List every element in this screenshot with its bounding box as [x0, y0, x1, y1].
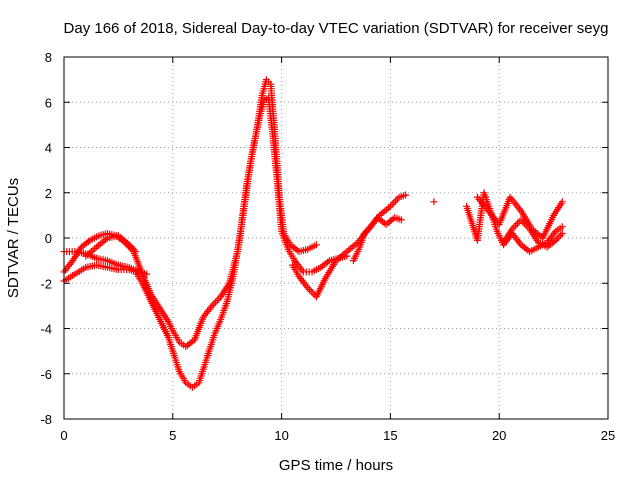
data-point	[430, 198, 438, 206]
y-tick-label: -8	[40, 412, 52, 427]
data-point	[127, 242, 135, 250]
data-point	[390, 199, 398, 207]
data-point	[130, 246, 138, 254]
data-point	[362, 228, 370, 236]
x-tick-label: 15	[383, 428, 397, 443]
data-point	[558, 223, 566, 231]
grid-lines	[64, 57, 608, 419]
data-point	[558, 229, 566, 237]
data-point	[512, 221, 520, 229]
y-tick-label: -6	[40, 367, 52, 382]
data-point	[210, 300, 218, 308]
data-point	[132, 248, 140, 256]
axis-ticks	[63, 56, 609, 420]
chart-title: Day 166 of 2018, Sidereal Day-to-day VTE…	[64, 20, 609, 37]
y-tick-label: 2	[45, 186, 52, 201]
data-point	[557, 231, 565, 239]
y-tick-label: -2	[40, 276, 52, 291]
tick-labels: 0 5 10 15 20 25 -8 -6 -4 -2 0 2 4 6 8	[40, 50, 615, 443]
data-point	[513, 220, 521, 228]
y-axis-title: SDTVAR / TECUs	[5, 178, 22, 298]
data-point	[211, 298, 219, 306]
data-point	[129, 244, 137, 252]
x-tick-label: 0	[60, 428, 67, 443]
data-point	[402, 191, 410, 199]
y-tick-label: 8	[45, 50, 52, 65]
data-point	[125, 241, 133, 249]
x-tick-label: 5	[169, 428, 176, 443]
data-point	[307, 287, 315, 295]
data-point	[305, 286, 313, 294]
data-point	[213, 296, 221, 304]
y-tick-label: -4	[40, 322, 52, 337]
data-point	[558, 198, 566, 206]
data-point	[392, 197, 400, 205]
data-point	[555, 233, 563, 241]
data-point	[364, 226, 372, 234]
data-point	[552, 236, 560, 244]
y-tick-label: 6	[45, 95, 52, 110]
data-point	[312, 241, 320, 249]
data-point	[388, 201, 396, 209]
x-tick-label: 10	[274, 428, 288, 443]
x-tick-label: 20	[492, 428, 506, 443]
data-point	[365, 224, 373, 232]
y-tick-label: 0	[45, 231, 52, 246]
x-axis-title: GPS time / hours	[279, 457, 393, 474]
data-point	[360, 229, 368, 237]
data-point	[143, 270, 151, 278]
data-point	[397, 216, 405, 224]
data-points	[60, 76, 566, 391]
y-tick-label: 4	[45, 141, 52, 156]
x-tick-label: 25	[601, 428, 615, 443]
data-point	[553, 235, 561, 243]
